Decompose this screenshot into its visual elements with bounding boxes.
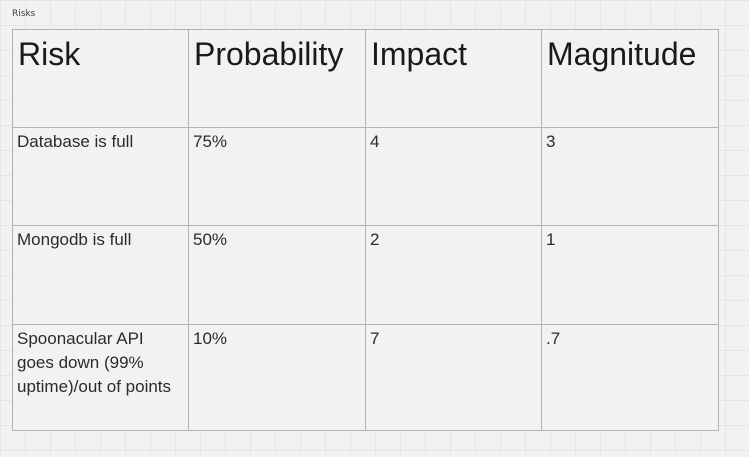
table-cell-risk[interactable]: Spoonacular API goes down (99% uptime)/o… (12, 323, 189, 432)
header-cell-probability[interactable]: Probability (188, 28, 366, 129)
table-row: Spoonacular API goes down (99% uptime)/o… (12, 323, 719, 432)
table-row: Database is full 75% 4 3 (12, 127, 719, 227)
table-cell-probability[interactable]: 75% (188, 127, 366, 227)
table-cell-magnitude[interactable]: .7 (541, 323, 719, 432)
table-cell-probability[interactable]: 50% (188, 225, 366, 325)
table-cell-magnitude[interactable]: 1 (541, 225, 719, 325)
header-cell-impact[interactable]: Impact (365, 28, 542, 129)
table-cell-probability[interactable]: 10% (188, 323, 366, 432)
table-cell-magnitude[interactable]: 3 (541, 127, 719, 227)
frame-title[interactable]: Risks (12, 9, 36, 19)
table-cell-risk[interactable]: Database is full (12, 127, 189, 227)
header-cell-magnitude[interactable]: Magnitude (541, 28, 719, 129)
risk-table[interactable]: Risk Probability Impact Magnitude Databa… (12, 28, 719, 432)
table-cell-impact[interactable]: 2 (365, 225, 542, 325)
table-cell-impact[interactable]: 4 (365, 127, 542, 227)
table-cell-risk[interactable]: Mongodb is full (12, 225, 189, 325)
header-cell-risk[interactable]: Risk (12, 28, 189, 129)
table-row: Mongodb is full 50% 2 1 (12, 225, 719, 325)
table-header-row: Risk Probability Impact Magnitude (12, 28, 719, 129)
table-cell-impact[interactable]: 7 (365, 323, 542, 432)
